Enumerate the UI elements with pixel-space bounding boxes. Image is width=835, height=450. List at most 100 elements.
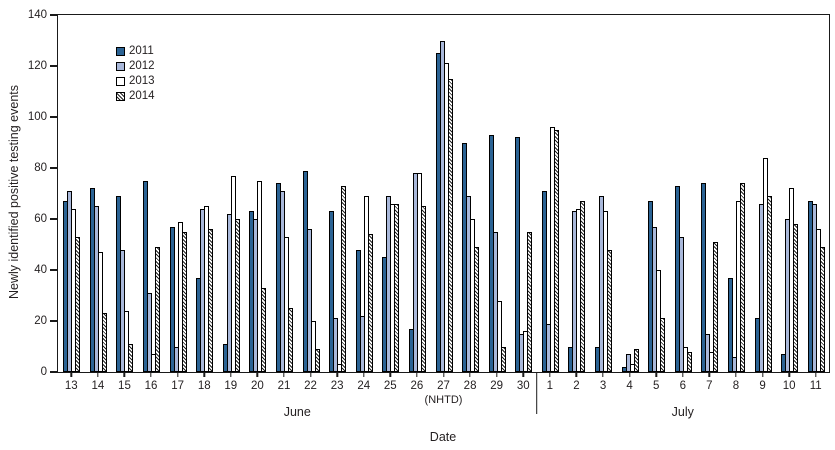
bar-2011 — [329, 211, 335, 372]
bar-2014 — [500, 346, 506, 372]
x-axis-date-label: 29 — [490, 380, 504, 392]
bar-cluster — [541, 127, 559, 372]
bar-cluster — [89, 188, 107, 372]
bar-cluster — [568, 201, 586, 372]
bar-2013 — [97, 252, 103, 372]
x-axis-date-label: 6 — [679, 380, 686, 392]
month-label-july: July — [671, 405, 694, 419]
bar-cluster — [488, 134, 506, 372]
x-axis-tick — [176, 372, 179, 377]
y-axis-tick — [50, 371, 57, 373]
bar-cluster — [595, 196, 613, 372]
bar-cluster — [807, 201, 825, 372]
x-axis-date-label: 18 — [197, 380, 211, 392]
x-axis-date-label: 4 — [626, 380, 633, 392]
x-axis-date-label: 20 — [250, 380, 264, 392]
x-axis-date-label: 8 — [732, 380, 740, 392]
y-axis-tick — [50, 167, 57, 169]
x-axis-date-label: 27 — [437, 380, 450, 392]
legend-item-2013: 2013 — [116, 75, 155, 87]
bar-cluster — [408, 173, 426, 372]
x-axis-tick — [230, 372, 232, 377]
legend-item-2012: 2012 — [116, 60, 155, 72]
bar-2014 — [420, 206, 426, 372]
y-axis-tick — [50, 14, 57, 16]
bar-2014 — [686, 351, 692, 372]
bar-2014 — [101, 313, 107, 372]
bar-2013 — [310, 321, 316, 372]
x-axis-tick — [628, 372, 631, 377]
bar-2012 — [120, 249, 126, 372]
x-axis-date-label: 25 — [383, 380, 397, 392]
bar-2011 — [701, 183, 707, 372]
x-axis-date-label: 28 — [463, 380, 477, 392]
x-axis-tick — [788, 372, 790, 377]
bar-2014 — [394, 203, 400, 372]
y-axis-tick — [50, 269, 57, 271]
bar-cluster — [754, 157, 772, 372]
y-axis-tick-label: 60 — [34, 213, 47, 225]
bar-2013 — [124, 310, 130, 372]
bar-2014 — [580, 201, 586, 372]
bar-cluster — [781, 188, 799, 372]
bar-cluster — [435, 40, 453, 372]
x-axis-tick — [309, 372, 312, 377]
bar-2014 — [607, 249, 613, 372]
bar-2014 — [367, 234, 373, 372]
x-axis-tick — [97, 372, 99, 377]
x-axis-date-label: 16 — [144, 380, 158, 392]
legend-label-2013: 2013 — [129, 75, 155, 87]
legend-label-2014: 2014 — [129, 90, 155, 102]
y-axis-tick-label: 120 — [27, 60, 47, 72]
bar-cluster — [249, 180, 267, 372]
x-axis-tick — [575, 372, 578, 377]
bar-cluster — [462, 142, 480, 372]
x-axis-tick — [416, 372, 418, 377]
bar-2011 — [355, 249, 361, 372]
x-axis-date-label: 17 — [171, 380, 185, 392]
bar-cluster — [302, 170, 320, 372]
x-axis-tick — [70, 372, 72, 377]
x-axis-tick — [549, 372, 551, 377]
x-axis-date-label: 10 — [782, 380, 796, 392]
bar-2013 — [283, 236, 289, 372]
x-axis-tick — [655, 372, 657, 377]
y-axis-tick-label: 20 — [34, 315, 47, 327]
legend: 2011 2012 2013 2014 — [116, 45, 155, 102]
bar-2014 — [314, 349, 320, 372]
y-axis-tick — [50, 116, 57, 118]
x-axis-date-label: 7 — [706, 380, 713, 392]
x-axis-tick — [363, 372, 365, 377]
x-axis-date-label: 22 — [304, 380, 317, 392]
x-axis-date-label: 15 — [118, 380, 131, 392]
bar-cluster — [63, 190, 81, 372]
bar-2014 — [633, 349, 639, 372]
bar-cluster — [701, 183, 719, 372]
y-axis-tick-label: 80 — [34, 162, 47, 174]
legend-swatch-2012 — [116, 61, 125, 71]
bar-2014 — [447, 78, 453, 372]
bar-cluster — [674, 185, 692, 372]
bar-2014 — [341, 185, 347, 372]
x-axis-date-label: 5 — [652, 380, 660, 392]
x-axis-tick — [442, 372, 445, 377]
y-axis-tick — [50, 65, 57, 67]
bar-2011 — [169, 226, 175, 372]
x-axis-tick — [469, 372, 471, 377]
bar-2013 — [257, 180, 263, 372]
bar-2014 — [527, 231, 533, 372]
x-axis-date-label: 24 — [357, 380, 371, 392]
x-axis-tick — [150, 372, 152, 377]
month-separator-line — [535, 372, 538, 414]
bar-2014 — [766, 196, 772, 372]
legend-swatch-2011 — [116, 46, 125, 56]
bar-2014 — [128, 343, 134, 372]
x-axis-date-label: 30 — [516, 380, 530, 392]
x-axis-tick — [761, 372, 764, 377]
x-axis-tick — [389, 372, 392, 377]
x-axis-tick — [256, 372, 259, 377]
bar-cluster — [196, 206, 214, 372]
bar-2011 — [541, 190, 547, 372]
bar-cluster — [515, 137, 533, 372]
bar-2014 — [181, 231, 187, 372]
